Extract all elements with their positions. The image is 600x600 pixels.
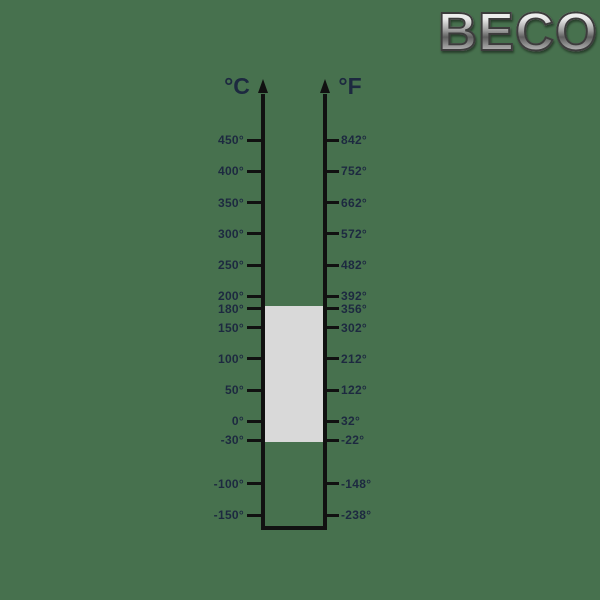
fahrenheit-tick-label: 842° [341,133,368,147]
celsius-axis-up-arrow-icon [258,79,268,93]
fahrenheit-tick-label: 122° [341,383,368,397]
celsius-tick [247,232,262,236]
celsius-tick [247,482,262,486]
celsius-tick-label: 50° [224,383,244,397]
fahrenheit-tick [324,357,339,361]
celsius-tick [247,307,262,311]
celsius-tick-label: 450° [217,133,244,147]
fahrenheit-tick [324,307,339,311]
celsius-tick [247,513,262,517]
celsius-tick [247,438,262,442]
fahrenheit-tick-label: 662° [341,195,368,210]
celsius-tick-label: -150° [213,508,244,522]
celsius-tick-label: 150° [217,320,244,335]
celsius-tick [247,357,262,361]
celsius-tick-label: 250° [217,258,244,272]
fahrenheit-tick-label: 392° [341,289,368,304]
celsius-tick [247,294,262,298]
celsius-tick [247,388,262,392]
celsius-tick-label: 400° [217,164,244,179]
fahrenheit-tick-label: 572° [341,226,368,241]
celsius-tick-label: -30° [220,433,244,447]
fahrenheit-tick [324,438,339,442]
fahrenheit-tick [324,326,339,329]
fahrenheit-tick-label: -148° [341,476,372,491]
fahrenheit-tick [324,138,339,142]
beco-logo: BECO [422,0,598,68]
fahrenheit-tick-label: 356° [341,301,368,316]
fahrenheit-tick [324,169,339,173]
celsius-tick-label: 300° [217,226,244,241]
fahrenheit-header: °F [338,73,362,99]
celsius-tick-label: 350° [217,195,244,210]
fahrenheit-tick-label: -238° [341,508,372,522]
fahrenheit-tick [324,201,339,204]
fahrenheit-tick-label: 482° [341,258,368,272]
fahrenheit-tick [324,232,339,236]
fahrenheit-tick [324,388,339,392]
operating-range-band [265,306,323,442]
fahrenheit-tick [324,419,339,423]
celsius-header: °C [224,73,250,99]
fahrenheit-tick [324,513,339,517]
celsius-tick [247,138,262,142]
celsius-tick [247,263,262,267]
celsius-tick [247,201,262,204]
celsius-tick [247,419,262,423]
fahrenheit-tick [324,263,339,267]
celsius-tick-label: 0° [231,414,244,429]
fahrenheit-tick-label: -22° [341,433,365,447]
fahrenheit-tick-label: 302° [341,320,368,335]
celsius-tick-label: 180° [217,301,244,316]
celsius-tick [247,326,262,329]
celsius-axis-line [261,94,265,530]
beco-logo-text: BECO [437,1,598,63]
fahrenheit-axis-line [323,94,327,530]
fahrenheit-tick [324,294,339,298]
celsius-tick-label: -100° [213,476,244,491]
axis-bottom-connector [261,526,327,530]
fahrenheit-tick-label: 752° [341,164,368,179]
celsius-tick-label: 200° [217,289,244,304]
fahrenheit-axis-up-arrow-icon [320,79,330,93]
fahrenheit-tick-label: 212° [341,351,368,366]
fahrenheit-tick-label: 32° [341,414,361,429]
celsius-tick-label: 100° [217,351,244,366]
celsius-tick [247,169,262,173]
fahrenheit-tick [324,482,339,486]
